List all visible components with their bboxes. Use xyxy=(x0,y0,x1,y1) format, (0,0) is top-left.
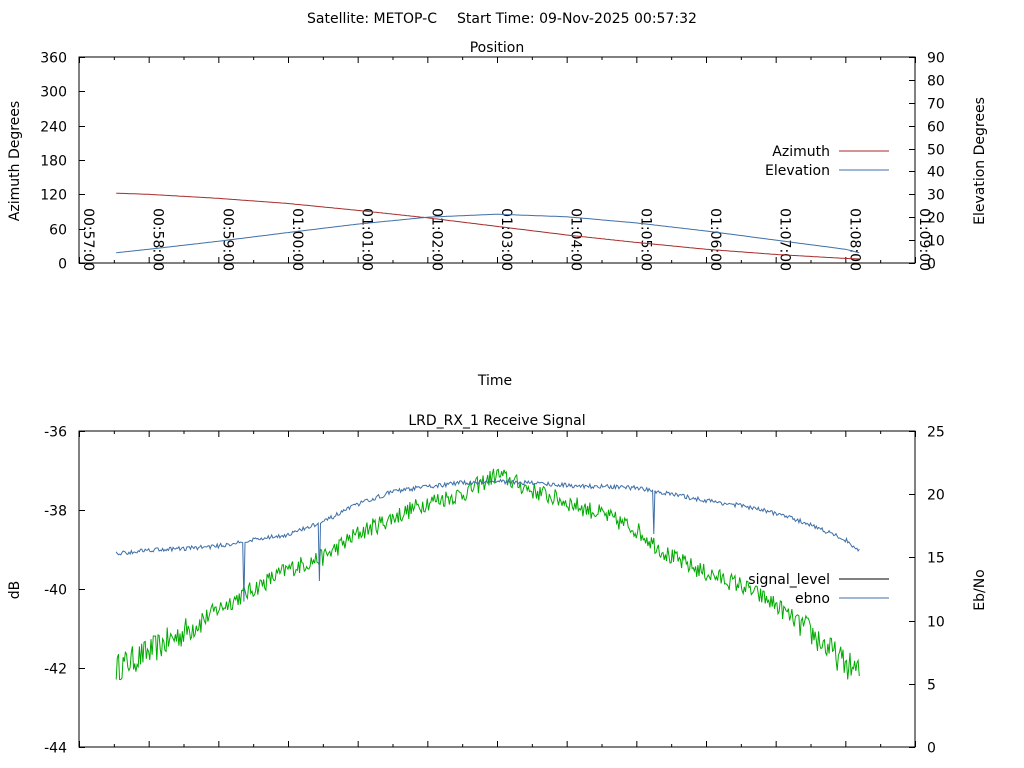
position-chart-title: Position xyxy=(470,40,525,56)
chart1-y-tick-label: -44 xyxy=(44,741,67,757)
chart0-legend-label: Azimuth xyxy=(772,144,830,160)
chart1-y2-tick-label: 5 xyxy=(927,678,936,694)
chart1-legend-label: signal_level xyxy=(748,572,830,588)
azimuth-axis-label: Azimuth Degrees xyxy=(7,101,23,221)
chart1-y-tick-label: -36 xyxy=(44,425,67,441)
chart0-x-tick-label: 01:04:00 xyxy=(568,208,584,271)
chart1-y-tick-label: -40 xyxy=(44,583,67,599)
chart0-y2-tick-label: 50 xyxy=(927,143,945,159)
chart0-x-tick-label: 01:09:00 xyxy=(916,208,932,271)
chart1-y2-tick-label: 20 xyxy=(927,488,945,504)
chart0-y2-tick-label: 80 xyxy=(927,74,945,90)
chart1-series-ebno xyxy=(115,478,860,602)
chart1-y-tick-label: -42 xyxy=(44,662,67,678)
ebno-axis-label: Eb/No xyxy=(972,569,988,611)
chart0-x-tick-label: 01:06:00 xyxy=(707,208,723,271)
chart1-y2-tick-label: 15 xyxy=(927,551,945,567)
chart0-x-tick-label: 01:03:00 xyxy=(498,208,514,271)
db-axis-label: dB xyxy=(7,581,23,600)
chart1-legend-label: ebno xyxy=(795,591,830,607)
chart0-y2-tick-label: 0 xyxy=(927,257,936,273)
chart0-y-tick-label: 300 xyxy=(40,85,67,101)
signal-chart-title: LRD_RX_1 Receive Signal xyxy=(408,413,585,429)
satellite-label: Satellite: METOP-C xyxy=(307,11,437,27)
chart1-y2-tick-label: 25 xyxy=(927,425,945,441)
chart0-y-tick-label: 180 xyxy=(40,154,67,170)
chart0-series-azimuth xyxy=(116,192,860,260)
chart0-y2-tick-label: 20 xyxy=(927,211,945,227)
chart0-x-tick-label: 01:05:00 xyxy=(637,208,653,271)
chart0-x-tick-label: 01:00:00 xyxy=(289,208,305,271)
chart0-x-tick-label: 00:58:00 xyxy=(150,208,166,271)
elevation-axis-label: Elevation Degrees xyxy=(972,97,988,225)
chart0-x-tick-label: 00:57:00 xyxy=(80,208,96,271)
chart1-series-signal-level xyxy=(115,468,860,681)
chart1-frame xyxy=(78,430,916,748)
chart1-y2-tick-label: 10 xyxy=(927,615,945,631)
chart0-y2-tick-label: 10 xyxy=(927,234,945,250)
chart1-y-tick-label: -38 xyxy=(44,504,67,520)
chart0-series-elevation xyxy=(116,213,860,254)
chart0-y-tick-label: 0 xyxy=(58,257,67,273)
chart0-y2-tick-label: 60 xyxy=(927,120,945,136)
chart0-y-tick-label: 120 xyxy=(40,188,67,204)
chart0-y2-tick-label: 30 xyxy=(927,188,945,204)
position-x-axis-label: Time xyxy=(477,373,512,389)
chart0-x-tick-label: 00:59:00 xyxy=(219,208,235,271)
chart0-x-tick-label: 01:02:00 xyxy=(428,208,444,271)
chart0-y-tick-label: 360 xyxy=(40,51,67,67)
chart0-x-tick-label: 01:08:00 xyxy=(846,208,862,271)
chart1-y2-tick-label: 0 xyxy=(927,741,936,757)
chart0-y2-tick-label: 40 xyxy=(927,165,945,181)
chart0-y-tick-label: 240 xyxy=(40,120,67,136)
chart0-x-tick-label: 01:07:00 xyxy=(777,208,793,271)
start-time-label: Start Time: 09-Nov-2025 00:57:32 xyxy=(457,11,697,27)
chart0-y2-tick-label: 90 xyxy=(927,51,945,67)
chart0-x-tick-label: 01:01:00 xyxy=(359,208,375,271)
chart0-legend-label: Elevation xyxy=(765,163,830,179)
chart0-y2-tick-label: 70 xyxy=(927,97,945,113)
chart0-y-tick-label: 60 xyxy=(49,223,67,239)
